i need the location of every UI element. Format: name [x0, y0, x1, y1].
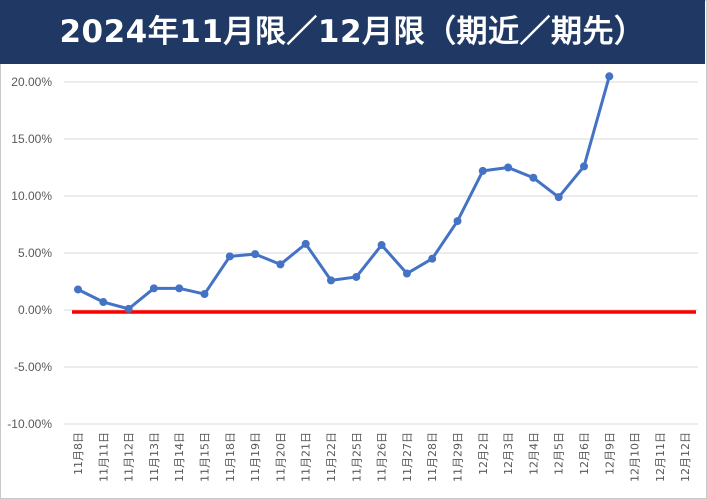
data-point — [428, 254, 437, 263]
data-point — [149, 284, 158, 293]
x-tick-label: 12月2日 — [477, 432, 490, 475]
y-tick-label: 5.00% — [18, 246, 52, 260]
x-tick-label: 11月27日 — [401, 432, 414, 482]
data-point — [529, 173, 538, 182]
x-tick-label: 11月15日 — [199, 432, 212, 482]
x-tick-label: 11月28日 — [426, 432, 439, 482]
x-tick-label: 11月25日 — [350, 432, 363, 482]
data-point — [504, 163, 513, 172]
data-point — [99, 298, 108, 307]
x-tick-label: 11月14日 — [173, 432, 186, 482]
series-layer — [74, 72, 614, 313]
data-point — [225, 252, 234, 261]
chart-title: 2024年11月限／12月限（期近／期先） — [59, 14, 646, 50]
x-tick-label: 12月12日 — [679, 432, 692, 482]
data-point — [175, 284, 184, 293]
x-tick-label: 11月19日 — [249, 432, 262, 482]
y-tick-label: -10.00% — [7, 417, 52, 431]
x-tick-label: 11月20日 — [274, 432, 287, 482]
x-tick-label: 11月21日 — [300, 432, 313, 482]
data-point — [453, 217, 462, 226]
x-tick-label: 11月13日 — [148, 432, 161, 482]
data-point — [124, 304, 133, 313]
x-tick-label: 11月11日 — [97, 432, 110, 482]
y-axis-ticks: 20.00% 15.00% 10.00% 5.00% 0.00% -5.00% -10.00… — [7, 75, 52, 431]
data-point — [200, 290, 209, 299]
x-tick-label: 12月11日 — [654, 432, 667, 482]
data-point — [605, 72, 614, 81]
x-tick-label: 11月29日 — [452, 432, 465, 482]
x-tick-label: 12月3日 — [502, 432, 515, 475]
data-point — [554, 193, 563, 202]
x-tick-label: 12月4日 — [527, 432, 540, 475]
x-tick-label: 12月9日 — [603, 432, 616, 475]
y-tick-label: 10.00% — [11, 189, 52, 203]
x-tick-label: 11月22日 — [325, 432, 338, 482]
title-bar: 2024年11月限／12月限（期近／期先） — [0, 0, 705, 64]
data-point — [74, 285, 82, 294]
gridlines — [64, 81, 698, 425]
data-point — [276, 260, 285, 269]
data-point — [251, 250, 260, 259]
x-tick-label: 12月5日 — [553, 432, 566, 475]
y-tick-label: 15.00% — [11, 132, 52, 146]
y-tick-label: -5.00% — [14, 360, 52, 374]
data-point — [580, 162, 588, 171]
y-tick-label: 0.00% — [18, 303, 52, 317]
data-point — [402, 269, 411, 278]
data-point — [352, 272, 361, 281]
x-tick-label: 11月8日 — [72, 432, 85, 475]
data-point — [301, 239, 310, 248]
series-line — [76, 74, 611, 311]
x-tick-label: 12月6日 — [578, 432, 591, 475]
data-point — [478, 166, 487, 175]
data-point — [327, 276, 335, 285]
data-point — [377, 241, 386, 250]
x-tick-label: 11月12日 — [123, 432, 136, 482]
x-tick-label: 11月18日 — [224, 432, 237, 482]
x-axis-ticks: 11月8日 11月11日 11月12日 11月13日 11月14日 11月15日 11月18… — [72, 432, 692, 482]
y-tick-label: 20.00% — [11, 75, 52, 89]
x-tick-label: 12月10日 — [629, 432, 642, 482]
x-tick-label: 11月26日 — [376, 432, 389, 482]
